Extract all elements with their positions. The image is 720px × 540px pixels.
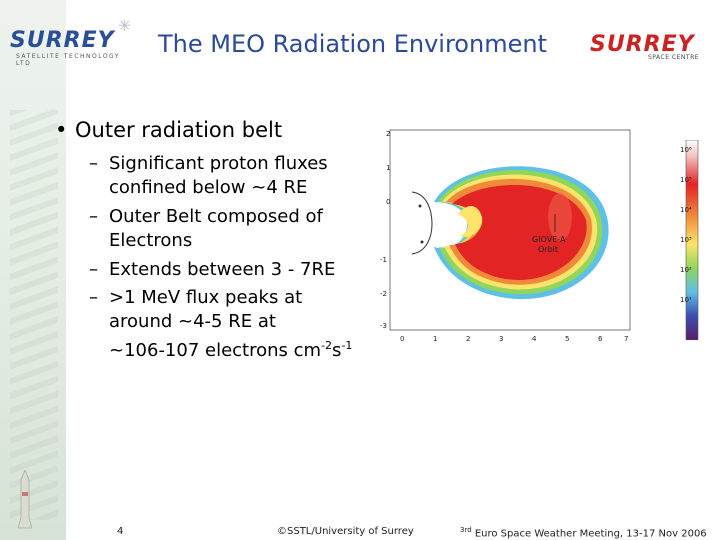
bullet-outer-belt: • Outer radiation belt xyxy=(55,118,283,142)
y-tick-label: -3 xyxy=(380,322,387,330)
sub-item-extends: – Extends between 3 - 7RE xyxy=(89,259,336,280)
sub-item-outer-belt-electrons: – Outer Belt composed of Electrons xyxy=(89,206,323,251)
radiation-belt-figure: GIOVE-A Orbit 0 1 2 3 4 5 6 7 2 1 0 -1 -… xyxy=(372,122,640,350)
page-number: 4 xyxy=(117,526,124,537)
x-tick-label: 1 xyxy=(433,335,437,343)
orbit-label-line2: Orbit xyxy=(538,245,558,254)
x-tick-label: 0 xyxy=(400,335,404,343)
colorbar-tick: 10³ xyxy=(680,236,692,244)
colorbar-tick: 10² xyxy=(680,266,692,274)
sub-item-flux-peaks: – >1 MeV flux peaks at around ~4-5 RE at … xyxy=(89,287,353,361)
y-tick-label: 0 xyxy=(386,198,390,206)
slide-title: The MEO Radiation Environment xyxy=(158,30,547,58)
slide-sidebar-decoration xyxy=(0,0,66,540)
footer-copyright: ©SSTL/University of Surrey xyxy=(277,526,414,537)
y-tick-label: -2 xyxy=(380,290,387,298)
x-tick-label: 7 xyxy=(624,335,628,343)
y-tick-label: 1 xyxy=(386,164,390,172)
x-tick-label: 4 xyxy=(532,335,537,343)
sub-item-proton-fluxes: – Significant proton fluxes confined belo… xyxy=(89,153,328,198)
footer-conference: 3rd Euro Space Weather Meeting, 13-17 No… xyxy=(460,526,707,540)
x-tick-label: 3 xyxy=(499,335,503,343)
y-tick-label: 2 xyxy=(386,130,390,138)
y-tick-label: -1 xyxy=(380,256,387,264)
surrey-satellite-logo: SURREY SATELLITE TECHNOLOGY LTD ✳ xyxy=(10,16,132,67)
x-tick-label: 2 xyxy=(466,335,470,343)
rocket-icon xyxy=(18,470,32,529)
star-icon: ✳ xyxy=(118,16,132,35)
orbit-label-line1: GIOVE-A xyxy=(532,235,566,244)
colorbar-tick: 10⁵ xyxy=(680,176,692,184)
x-tick-label: 6 xyxy=(598,335,603,343)
colorbar-tick: 10⁴ xyxy=(680,206,692,214)
x-tick-label: 5 xyxy=(565,335,569,343)
colorbar-tick: 10¹ xyxy=(680,296,692,304)
flux-colorbar: 10⁶ 10⁵ 10⁴ 10³ 10² 10¹ xyxy=(680,140,699,340)
colorbar-tick: 10⁶ xyxy=(680,146,692,154)
surrey-space-centre-logo: SURREY SPACE CENTRE xyxy=(590,32,700,61)
